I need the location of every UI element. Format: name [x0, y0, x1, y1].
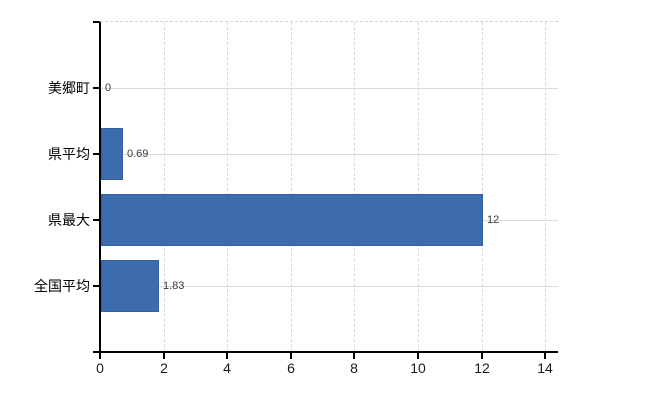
x-tick-label: 14 [537, 360, 553, 376]
plot-top-border [100, 21, 558, 22]
x-gridline [545, 22, 547, 352]
y-axis-end-tick [93, 21, 100, 23]
x-gridline [481, 22, 483, 352]
category-label: 全国平均 [34, 278, 90, 294]
x-tick-label: 0 [96, 360, 104, 376]
x-gridline [227, 22, 229, 352]
x-tick [99, 352, 101, 359]
bar-value-label: 0 [105, 82, 112, 94]
y-axis [99, 22, 101, 353]
bar-value-label: 12 [487, 214, 500, 226]
x-gridline [418, 22, 420, 352]
x-tick [353, 352, 355, 359]
category-label: 県平均 [48, 146, 90, 162]
y-tick [93, 219, 100, 221]
bar-value-label: 0.69 [127, 148, 149, 160]
y-tick [93, 153, 100, 155]
x-tick [226, 352, 228, 359]
bar [101, 260, 159, 312]
x-gridline [163, 22, 165, 352]
x-tick [417, 352, 419, 359]
x-tick-label: 8 [350, 360, 358, 376]
y-axis-end-tick [93, 351, 100, 353]
y-tick [93, 87, 100, 89]
x-gridline [290, 22, 292, 352]
bar [101, 194, 483, 246]
x-tick [544, 352, 546, 359]
x-tick-label: 2 [160, 360, 168, 376]
x-gridline [354, 22, 356, 352]
x-tick-label: 6 [287, 360, 295, 376]
x-tick-label: 4 [223, 360, 231, 376]
category-label: 美郷町 [48, 80, 90, 96]
bar [101, 128, 123, 180]
x-tick-label: 10 [410, 360, 426, 376]
bar-value-label: 1.83 [163, 280, 185, 292]
y-tick [93, 285, 100, 287]
category-label: 県最大 [48, 212, 90, 228]
x-tick-label: 12 [474, 360, 490, 376]
x-tick [481, 352, 483, 359]
x-tick [290, 352, 292, 359]
x-axis [99, 351, 558, 353]
y-gridline [101, 154, 558, 155]
x-tick [163, 352, 165, 359]
y-gridline [101, 88, 558, 89]
y-gridline [101, 286, 558, 287]
